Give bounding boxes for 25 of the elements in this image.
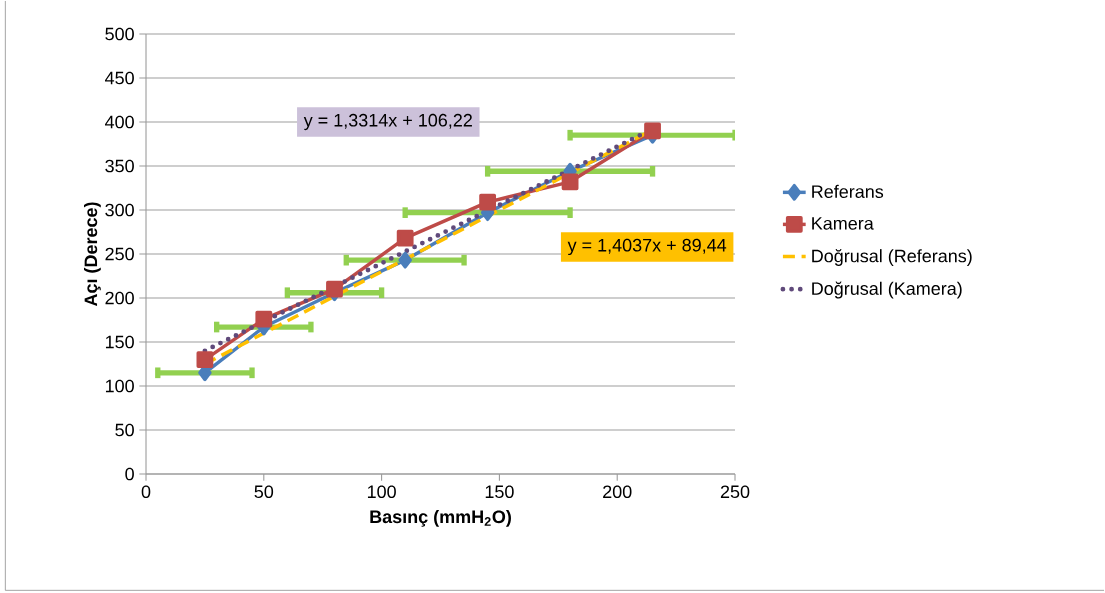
y-tick-label: 250 [105, 247, 134, 261]
y-tick-label: 450 [105, 71, 134, 85]
y-tick-label: 150 [105, 335, 134, 349]
annotation: y = 1,4037x + 89,44 [567, 238, 727, 256]
x-axis-title: Basınç (mmH$_{2}$O) [370, 509, 511, 527]
x-tick-label: 100 [367, 485, 396, 499]
x-tick-label: 0 [141, 485, 151, 499]
y-tick-label: 350 [105, 159, 134, 173]
y-tick-label: 500 [105, 27, 134, 41]
y-tick-label: 300 [105, 203, 134, 217]
x-tick-label: 50 [254, 485, 274, 499]
y-tick-label: 200 [105, 291, 134, 305]
y-tick-label: 50 [115, 423, 134, 437]
y-axis-title: Açı (Derece) [83, 202, 101, 307]
x-tick-label: 250 [720, 485, 750, 499]
legend-label: Referans [812, 184, 884, 199]
legend-label: Doğrusal (Referans) [812, 248, 972, 266]
y-tick-label: 0 [125, 467, 134, 481]
y-tick-label: 100 [105, 379, 134, 393]
legend-label: Doğrusal (Kamera) [812, 281, 962, 299]
annotation: y = 1,3314x + 106,22 [303, 113, 472, 131]
legend-label: Kamera [812, 217, 874, 230]
x-tick-label: 150 [485, 485, 514, 499]
x-tick-label: 200 [603, 485, 632, 499]
y-tick-label: 400 [105, 115, 134, 129]
